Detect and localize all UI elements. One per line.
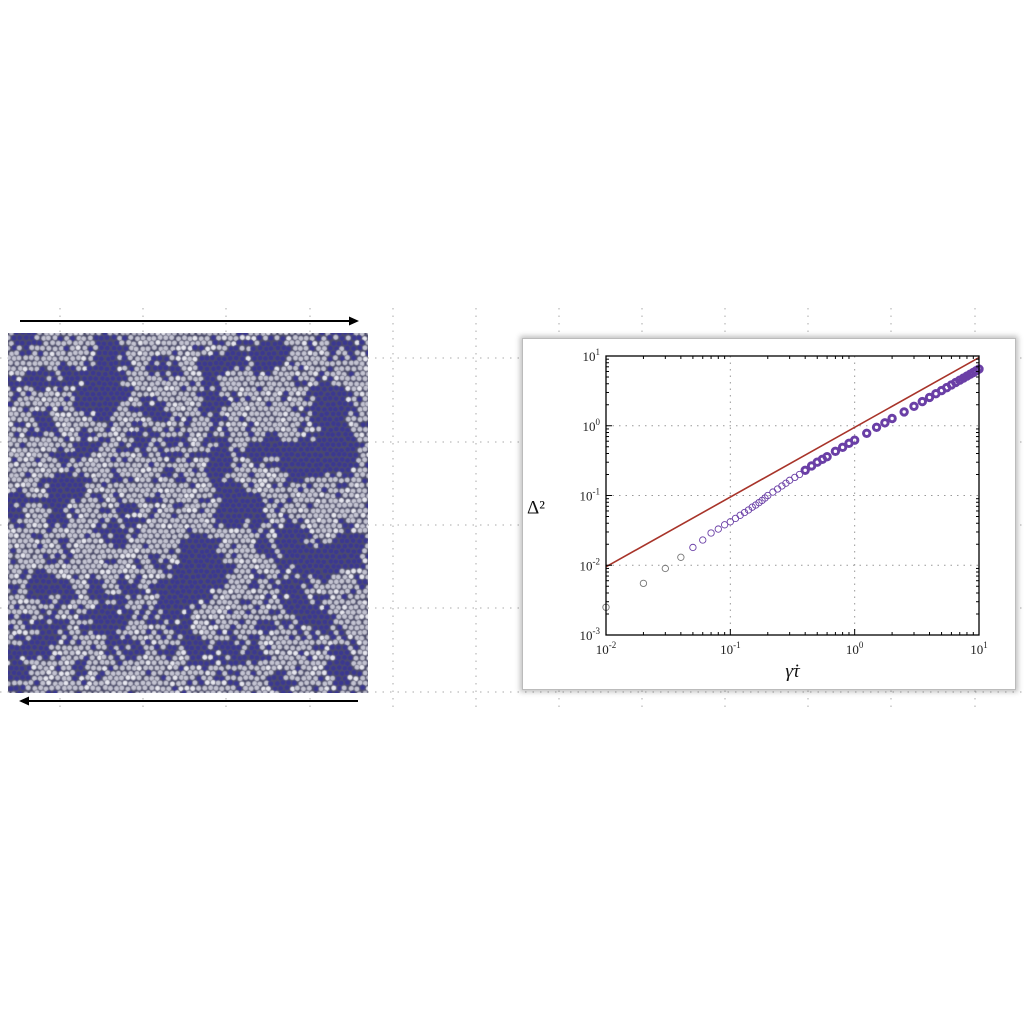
data-point: [830, 446, 841, 457]
y-tick-label: 10-2: [580, 556, 601, 573]
y-tick-label: 10-3: [580, 626, 601, 643]
data-point: [887, 413, 897, 424]
data-point: [849, 435, 860, 445]
data-point: [862, 428, 872, 438]
y-tick-label: 101: [583, 347, 601, 364]
chart-panel: 10-2 10-1 100 101 10-3 10-2 10-1 100 101 Δ² γ̇τ: [522, 338, 1016, 690]
x-axis-label: γ̇τ: [785, 661, 800, 682]
data-point: [639, 579, 648, 588]
data-point: [769, 488, 777, 496]
data-point: [773, 485, 782, 493]
data-point: [689, 543, 697, 552]
data-point: [699, 536, 707, 544]
data-point: [726, 518, 734, 526]
data-point: [917, 396, 928, 407]
data-point: [791, 473, 799, 482]
x-tick-label: 101: [970, 640, 988, 657]
data-point: [740, 508, 749, 517]
data-point: [714, 525, 722, 533]
data-point: [677, 553, 685, 561]
data-point: [871, 422, 882, 433]
data-point: [800, 465, 810, 475]
data-point: [837, 442, 848, 453]
x-tick-label: 10-1: [720, 640, 741, 657]
data-point: [880, 418, 890, 428]
reference-line: [605, 356, 980, 568]
data-point: [795, 470, 804, 479]
y-axis-label: Δ²: [527, 498, 545, 519]
data-point: [899, 407, 909, 417]
data-point: [720, 521, 729, 529]
data-point: [822, 451, 832, 462]
y-tick-label: 100: [583, 417, 601, 434]
y-tick-label: 10-1: [580, 487, 601, 504]
data-point: [707, 529, 715, 537]
data-point: [731, 514, 740, 523]
data-point: [924, 392, 935, 403]
x-tick-label: 100: [846, 640, 864, 657]
particle-simulation-image: [8, 333, 368, 693]
data-point: [764, 491, 772, 500]
data-point: [661, 564, 669, 573]
data-point: [909, 401, 919, 412]
x-tick-label: 10-2: [596, 640, 617, 657]
